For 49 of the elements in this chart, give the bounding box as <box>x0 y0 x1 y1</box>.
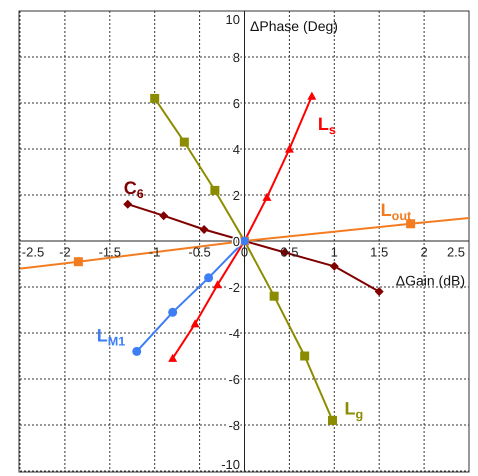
x-tick-label: -0.5 <box>188 244 211 260</box>
y-tick-label: -6 <box>228 372 240 387</box>
y-tick-label: 0 <box>232 234 240 249</box>
series-label: L$_{out}$ <box>380 200 412 223</box>
y-tick-label: 6 <box>232 96 240 111</box>
point <box>74 257 83 266</box>
point <box>328 416 338 425</box>
series-label: C$_{6}$ <box>124 178 144 202</box>
series-label: L$_{g}$ <box>344 398 364 422</box>
point <box>300 352 310 360</box>
point <box>168 308 178 317</box>
y-tick-label: -4 <box>228 326 240 341</box>
y-tick-label: 2 <box>232 188 240 203</box>
y-tick-label: 8 <box>232 50 240 65</box>
point <box>330 262 339 271</box>
point <box>190 319 200 328</box>
point <box>210 186 220 195</box>
point <box>123 200 132 209</box>
x-axis-title: ΔGain (dB) <box>396 272 465 288</box>
x-tick-label: -2 <box>59 244 71 260</box>
x-tick-label: -2.5 <box>22 244 44 260</box>
y-tick-label: 10 <box>226 12 240 27</box>
point <box>307 92 316 100</box>
point <box>168 354 178 362</box>
series-label: L$_{s}$ <box>318 114 336 137</box>
x-tick-label: 2.5 <box>446 244 466 260</box>
y-tick-label: -10 <box>221 457 240 472</box>
point <box>213 280 222 288</box>
point <box>284 144 294 153</box>
y-tick-label: -2 <box>228 280 240 295</box>
point <box>180 138 189 147</box>
y-tick-label: 4 <box>232 142 240 157</box>
x-tick-label: 0.5 <box>280 244 298 260</box>
x-tick-label: 2 <box>420 244 428 260</box>
point <box>159 211 168 220</box>
x-tick-label: -1.5 <box>98 244 122 260</box>
point <box>150 94 160 103</box>
y-axis-title: ΔPhase (Deg) <box>250 18 338 34</box>
point <box>270 292 279 301</box>
point <box>200 225 209 234</box>
point <box>262 192 272 201</box>
point <box>374 287 384 296</box>
y-tick-label: -8 <box>228 418 240 433</box>
point <box>132 346 142 356</box>
x-tick-label: 1 <box>330 244 338 260</box>
series-label: L$_{M1}$ <box>96 325 126 348</box>
point <box>204 273 214 282</box>
point <box>406 219 416 228</box>
x-tick-label: 1.5 <box>370 244 388 260</box>
